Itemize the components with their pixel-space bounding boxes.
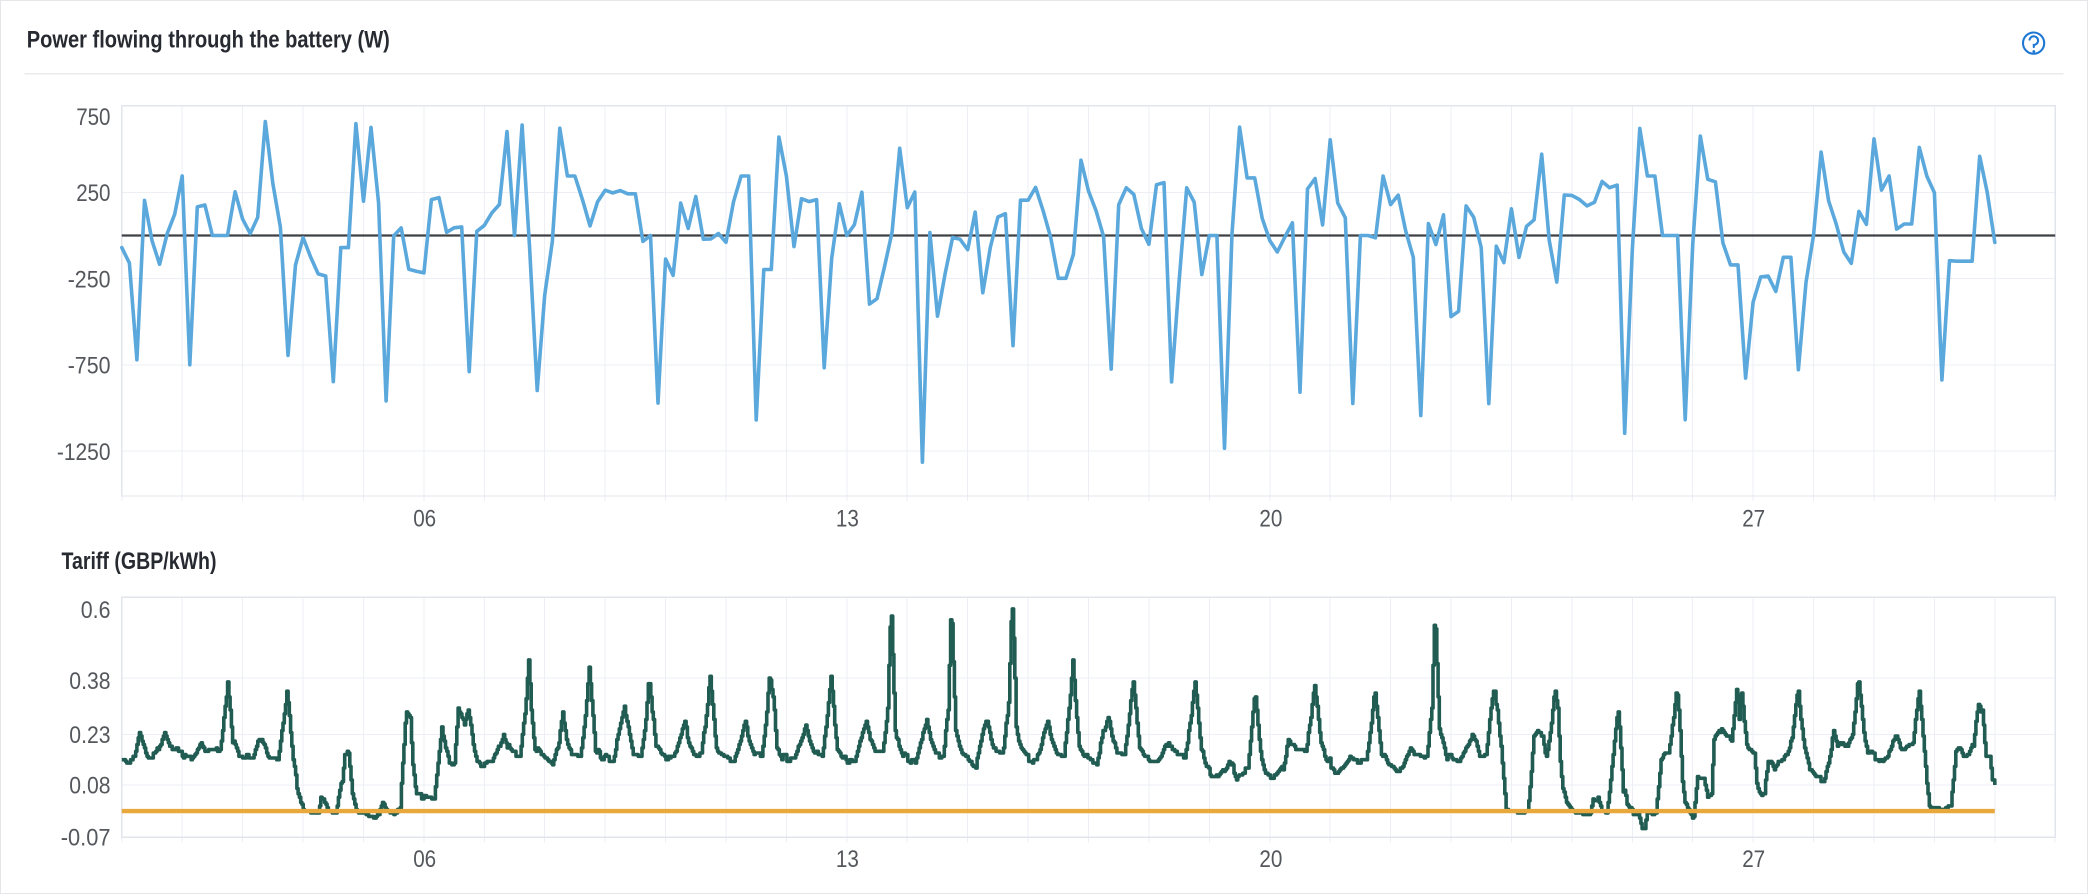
svg-text:Power flowing through the batt: Power flowing through the battery (W) xyxy=(27,27,390,54)
svg-text:750: 750 xyxy=(76,104,110,131)
svg-text:13: 13 xyxy=(836,846,859,873)
svg-text:Tariff (GBP/kWh): Tariff (GBP/kWh) xyxy=(62,548,217,575)
svg-text:0.6: 0.6 xyxy=(81,597,111,624)
svg-text:0.38: 0.38 xyxy=(69,668,110,695)
svg-text:250: 250 xyxy=(76,180,110,207)
svg-text:27: 27 xyxy=(1742,505,1765,532)
svg-text:0.23: 0.23 xyxy=(69,722,110,749)
svg-text:-250: -250 xyxy=(68,266,111,293)
svg-text:-0.07: -0.07 xyxy=(61,824,111,851)
svg-text:06: 06 xyxy=(413,846,436,873)
svg-text:06: 06 xyxy=(413,505,436,532)
svg-text:-750: -750 xyxy=(68,353,111,380)
svg-text:20: 20 xyxy=(1259,505,1282,532)
svg-text:0.08: 0.08 xyxy=(69,773,110,800)
svg-text:13: 13 xyxy=(836,505,859,532)
svg-text:27: 27 xyxy=(1742,846,1765,873)
svg-text:-1250: -1250 xyxy=(57,439,111,466)
svg-text:20: 20 xyxy=(1259,846,1282,873)
